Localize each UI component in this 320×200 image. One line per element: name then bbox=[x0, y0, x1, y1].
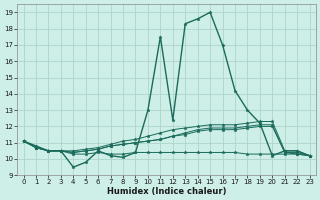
X-axis label: Humidex (Indice chaleur): Humidex (Indice chaleur) bbox=[107, 187, 226, 196]
